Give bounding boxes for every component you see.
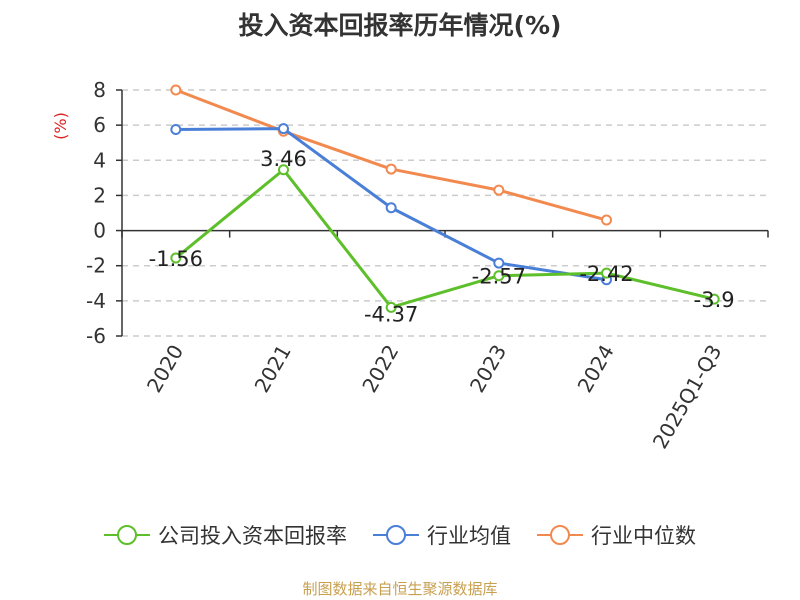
data-point <box>385 163 397 175</box>
data-point <box>385 202 397 214</box>
y-tick-label: 4 <box>93 148 106 172</box>
y-axis-label: (%) <box>51 112 70 140</box>
data-point <box>170 252 182 264</box>
x-tick-label: 2023 <box>465 341 511 397</box>
chart-title: 投入资本回报率历年情况(%) <box>238 11 562 40</box>
legend-marker-icon <box>373 523 419 547</box>
data-label: -2.42 <box>579 262 633 286</box>
data-point <box>493 270 505 282</box>
data-point <box>601 267 612 279</box>
data-point <box>278 164 289 176</box>
legend-label: 行业均值 <box>427 524 511 548</box>
data-point <box>170 84 182 96</box>
chart-legend: 公司投入资本回报率 行业均值 行业中位数 <box>0 520 800 550</box>
data-point <box>493 257 505 269</box>
legend-marker-icon <box>537 523 583 547</box>
data-label: -3.9 <box>694 288 735 312</box>
legend-label: 公司投入资本回报率 <box>158 524 347 548</box>
y-tick-label: 0 <box>93 219 106 243</box>
legend-label: 行业中位数 <box>591 524 696 548</box>
legend-item[interactable]: 公司投入资本回报率 <box>104 520 347 550</box>
data-point <box>278 123 289 135</box>
y-tick-label: -6 <box>86 324 106 348</box>
series-line <box>175 88 607 222</box>
x-tick-label: 2020 <box>142 341 188 397</box>
y-tick-label: -4 <box>86 289 106 313</box>
y-tick-label: -2 <box>86 254 106 278</box>
series-line <box>174 168 715 309</box>
x-tick-label: 2021 <box>250 341 296 397</box>
x-tick-label: 2024 <box>573 341 619 397</box>
data-label: -2.57 <box>472 265 526 289</box>
data-point <box>493 184 505 196</box>
y-tick-label: 2 <box>93 183 106 207</box>
legend-item[interactable]: 行业均值 <box>373 520 511 550</box>
data-source-note: 制图数据来自恒生聚源数据库 <box>302 580 498 598</box>
legend-marker-icon <box>104 523 150 547</box>
x-tick-label: 2025Q1-Q3 <box>648 341 727 453</box>
legend-item[interactable]: 行业中位数 <box>537 520 696 550</box>
data-point <box>170 124 182 136</box>
data-point <box>385 301 397 313</box>
x-tick-label: 2022 <box>357 341 403 397</box>
data-label: 3.46 <box>260 147 307 171</box>
y-tick-label: 8 <box>93 78 106 102</box>
data-label: -1.56 <box>149 247 203 271</box>
y-tick-label: 6 <box>93 113 106 137</box>
data-point <box>601 214 612 226</box>
data-point <box>708 293 720 305</box>
data-label: -4.37 <box>364 302 418 326</box>
